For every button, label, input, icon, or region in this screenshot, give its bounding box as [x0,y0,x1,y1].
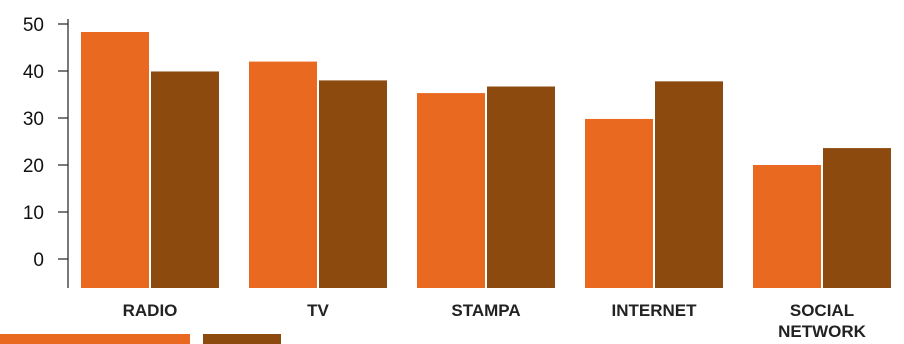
category-label: SOCIAL [790,301,854,320]
category-label: INTERNET [612,301,698,320]
y-axis: 0 10 20 30 40 50 [23,15,69,288]
category-label: NETWORK [778,322,867,341]
y-tick-label: 10 [23,203,44,224]
category-label: STAMPA [451,301,520,320]
y-tick-label: 20 [23,156,44,177]
bars [81,31,891,289]
bar-2-0 [151,71,219,288]
bar-1-3 [585,118,653,288]
bar-2-4 [823,148,891,288]
bar-2-1 [319,80,387,289]
bar-2-3 [655,81,723,288]
bar-2-2 [487,86,555,288]
category-label: TV [307,301,329,320]
y-tick-label: 0 [33,250,44,271]
legend [0,334,904,344]
bar-1-4 [753,165,821,288]
bar-1-1 [249,61,317,288]
bar-1-0 [81,31,149,289]
category-label: RADIO [123,301,178,320]
y-tick-label: 40 [23,62,44,83]
category-labels: RADIO TV STAMPA INTERNET SOCIAL NETWORK [123,301,867,341]
bar-1-2 [417,93,485,288]
legend-swatch-series-1 [0,334,190,344]
legend-swatch-series-2 [203,334,281,344]
y-tick-label: 30 [23,109,44,130]
y-tick-label: 50 [23,15,44,36]
